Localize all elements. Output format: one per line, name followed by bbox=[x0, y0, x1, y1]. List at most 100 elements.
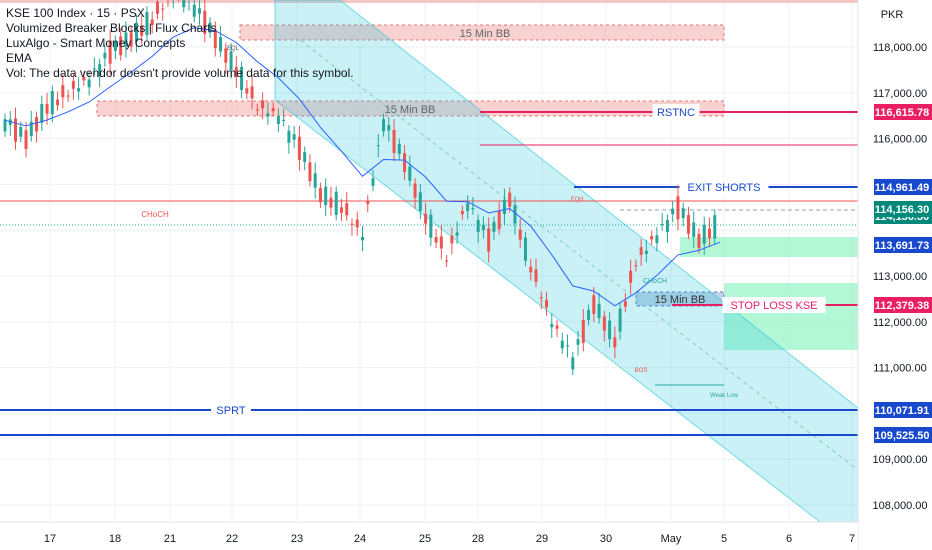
time-axis[interactable]: 17 18 21 22 23 24 25 28 29 30 May 5 6 7 bbox=[0, 521, 858, 550]
candle-body bbox=[523, 237, 527, 261]
price-label-bg-3 bbox=[874, 237, 932, 253]
candle-body bbox=[313, 173, 317, 188]
candle-body bbox=[87, 79, 91, 88]
candle-body bbox=[418, 192, 422, 211]
candle-body bbox=[403, 153, 407, 172]
price-label-last-bg-2 bbox=[874, 201, 932, 217]
candle-body bbox=[408, 166, 412, 181]
ema-layer bbox=[4, 27, 721, 307]
candle-body bbox=[3, 119, 7, 132]
price-label-bg-6 bbox=[874, 427, 932, 443]
candle-body bbox=[355, 219, 359, 228]
candle-body bbox=[61, 85, 65, 98]
candle-body bbox=[371, 178, 375, 186]
choch-label-1: CHoCH bbox=[141, 210, 169, 219]
candle-body bbox=[450, 235, 454, 244]
candle-body bbox=[581, 319, 585, 344]
candle-body bbox=[213, 29, 217, 49]
candle-body bbox=[650, 236, 654, 240]
candle-body bbox=[329, 197, 333, 208]
eqh-label: EQH bbox=[570, 197, 583, 203]
candle-body bbox=[113, 41, 117, 51]
sprt-label: SPRT bbox=[216, 405, 245, 417]
candle-body bbox=[497, 210, 501, 230]
candle-body bbox=[155, 1, 159, 14]
candle-body bbox=[134, 22, 138, 42]
candle-body bbox=[550, 323, 554, 328]
candle-body bbox=[660, 224, 664, 226]
candle-body bbox=[697, 233, 701, 249]
time-tick-13: 7 bbox=[849, 533, 855, 545]
legend-indicator-breaker-blocks[interactable]: Volumized Breaker Blocks | Flux Charts bbox=[6, 21, 217, 35]
time-tick-2: 21 bbox=[164, 533, 176, 545]
candle-body bbox=[587, 310, 591, 320]
price-tick-3: 113,000.00 bbox=[873, 271, 927, 283]
time-tick-6: 25 bbox=[419, 533, 431, 545]
legend-indicator-smc[interactable]: LuxAlgo - Smart Money Concepts bbox=[6, 36, 186, 50]
candle-body bbox=[50, 91, 54, 115]
bos-label: BOS bbox=[635, 368, 648, 374]
candle-body bbox=[271, 107, 275, 112]
candle-body bbox=[14, 118, 18, 142]
candle-body bbox=[339, 207, 343, 213]
price-label-4: 112,379.38 bbox=[875, 300, 929, 312]
candle-body bbox=[387, 125, 391, 131]
legend-title[interactable]: KSE 100 Index · 15 · PSX bbox=[6, 6, 145, 20]
candle-body bbox=[145, 12, 149, 36]
candle-body bbox=[35, 117, 39, 132]
channel-midline bbox=[299, 39, 859, 471]
candle-body bbox=[98, 64, 102, 77]
candle-body bbox=[345, 203, 349, 216]
price-axis[interactable]: PKR 118,000.00 117,000.00 116,000.00 113,000… bbox=[857, 0, 932, 550]
candle-body bbox=[282, 119, 286, 121]
candle-body bbox=[77, 88, 81, 92]
candle-body bbox=[513, 204, 517, 224]
candle-body bbox=[198, 8, 202, 14]
candle-body bbox=[287, 130, 291, 143]
candle-body bbox=[681, 208, 685, 219]
bb-zone-2-label: 15 Min BB bbox=[385, 104, 436, 116]
chart-legend: KSE 100 Index · 15 · PSX Volumized Break… bbox=[6, 6, 354, 81]
candle-body bbox=[45, 103, 49, 114]
price-tick-1: 117,000.00 bbox=[873, 88, 927, 100]
legend-indicator-ema[interactable]: EMA bbox=[6, 51, 33, 65]
annotations-layer: 15 Min BB 15 Min BB 15 Min BB RSTNC EXIT SHO… bbox=[141, 28, 826, 418]
time-tick-12: 6 bbox=[786, 533, 792, 545]
candle-body bbox=[686, 215, 690, 234]
candle-body bbox=[566, 345, 570, 347]
candle-body bbox=[92, 68, 96, 70]
weak-low-label: Weak Low bbox=[710, 393, 739, 399]
candle-body bbox=[571, 357, 575, 370]
price-tick-5: 111,000.00 bbox=[873, 363, 926, 375]
time-tick-9: 30 bbox=[600, 533, 612, 545]
candle-body bbox=[508, 192, 512, 207]
candle-body bbox=[671, 208, 675, 215]
candle-body bbox=[655, 235, 659, 244]
candle-body bbox=[424, 213, 428, 224]
candle-body bbox=[208, 22, 212, 33]
candle-body bbox=[224, 48, 228, 63]
candle-body bbox=[529, 266, 533, 273]
candle-body bbox=[545, 299, 549, 308]
candle-body bbox=[534, 269, 538, 282]
candle-body bbox=[150, 19, 154, 26]
time-tick-0: 17 bbox=[44, 533, 56, 545]
candle-body bbox=[460, 210, 464, 215]
candle-body bbox=[382, 119, 386, 132]
time-tick-7: 28 bbox=[472, 533, 484, 545]
price-tick-4: 112,000.00 bbox=[873, 317, 927, 329]
price-label-1: 114,961.49 bbox=[875, 182, 929, 194]
candle-body bbox=[71, 81, 75, 89]
candle-body bbox=[161, 8, 165, 10]
exit-shorts-label-bg bbox=[679, 179, 769, 195]
price-label-bg-1 bbox=[874, 179, 932, 195]
price-label-5: 110,071.91 bbox=[875, 405, 929, 417]
candle-body bbox=[19, 126, 23, 137]
candle-body bbox=[434, 237, 438, 243]
candle-body bbox=[445, 260, 449, 262]
candle-body bbox=[629, 270, 633, 283]
candle-body bbox=[119, 36, 123, 56]
candle-body bbox=[439, 236, 443, 249]
price-label-last-2: 114,156.30 bbox=[875, 204, 929, 216]
